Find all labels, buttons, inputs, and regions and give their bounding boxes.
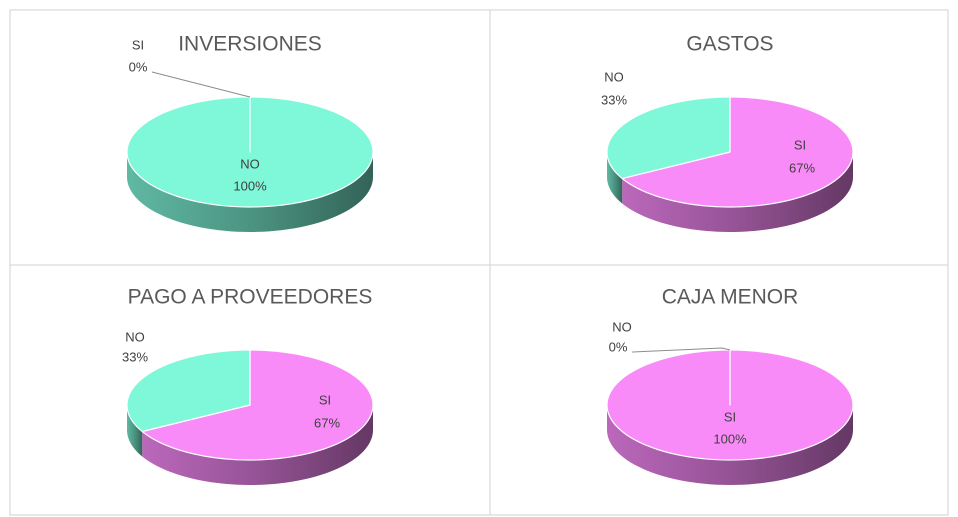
pie-chart: SI 67% NO 33% PAGO A PROVEEDORES: [122, 286, 374, 485]
outer-border: [9, 9, 949, 516]
data-label-value: 100%: [713, 431, 747, 446]
pie-chart: SI 67% NO 33% GASTOS: [601, 33, 854, 232]
pie-slice: [141, 349, 374, 461]
slice-side: [607, 152, 623, 204]
data-label-value: 67%: [314, 415, 340, 430]
data-label-value: 0%: [129, 59, 148, 74]
pie-chart: SI 0% NO 100% INVERSIONES: [126, 33, 374, 232]
chart-title: PAGO A PROVEEDORES: [128, 286, 373, 309]
data-label-value: 67%: [789, 160, 815, 175]
slice-side: [607, 405, 853, 485]
pie-chart: SI 100% NO 0% CAJA MENOR: [606, 286, 854, 485]
data-label-name: NO: [240, 156, 260, 171]
data-label-name: SI: [132, 37, 144, 52]
data-label-name: SI: [319, 392, 331, 407]
data-label-name: SI: [794, 137, 806, 152]
chart-title: CAJA MENOR: [662, 286, 799, 309]
leader-line: [151, 71, 251, 98]
leader-line: [631, 347, 731, 353]
chart-title: GASTOS: [686, 33, 773, 56]
data-label-value: 33%: [122, 349, 148, 364]
pie-slice: [126, 349, 251, 433]
pie-slice: [606, 96, 731, 180]
pie-slice: [126, 96, 374, 208]
panel-borders: [9, 9, 949, 516]
data-label-name: NO: [604, 69, 624, 84]
chart-title: INVERSIONES: [178, 33, 322, 56]
data-label-value: 0%: [609, 339, 628, 354]
data-label-name: SI: [724, 409, 736, 424]
slice-side: [127, 152, 373, 232]
data-label-value: 100%: [233, 178, 267, 193]
slice-side: [127, 405, 143, 457]
slice-side: [142, 405, 373, 485]
data-label-value: 33%: [601, 92, 627, 107]
data-label-name: NO: [125, 329, 145, 344]
pie-slice: [621, 96, 854, 208]
data-label-name: NO: [612, 319, 632, 334]
slice-side: [622, 152, 853, 232]
